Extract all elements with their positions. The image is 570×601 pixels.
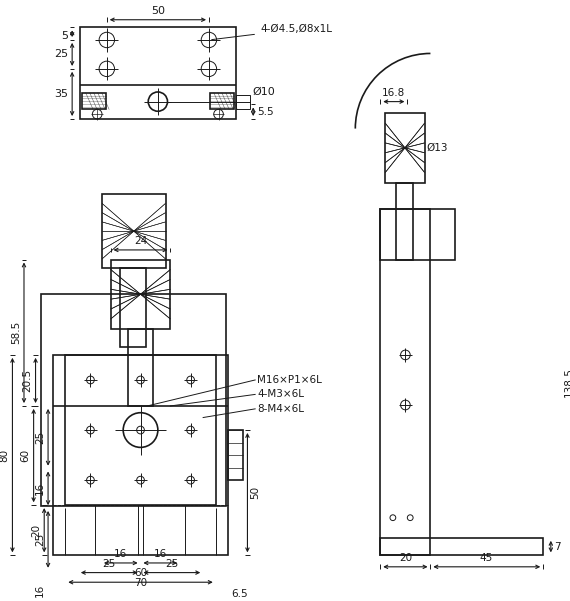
Text: 70: 70 xyxy=(134,578,147,588)
Text: 4-M3×6L: 4-M3×6L xyxy=(257,389,304,400)
Bar xyxy=(111,260,170,329)
Text: 16: 16 xyxy=(35,481,45,495)
Text: 16.8: 16.8 xyxy=(382,88,405,98)
Text: 5: 5 xyxy=(62,31,68,41)
Text: 24: 24 xyxy=(134,236,147,246)
Text: 25: 25 xyxy=(35,532,45,546)
Text: 16: 16 xyxy=(114,549,128,559)
Text: 5.5: 5.5 xyxy=(257,107,274,117)
Bar xyxy=(82,93,106,109)
Text: 20: 20 xyxy=(31,523,42,537)
Text: 50: 50 xyxy=(151,6,165,16)
Text: 4-Ø4.5,Ø8x1L: 4-Ø4.5,Ø8x1L xyxy=(211,24,332,40)
Bar xyxy=(66,355,215,505)
Text: 25: 25 xyxy=(35,431,45,444)
Text: 60: 60 xyxy=(134,569,147,578)
Text: 8-M4×6L: 8-M4×6L xyxy=(257,404,304,414)
Text: 58.5: 58.5 xyxy=(11,321,21,344)
Bar xyxy=(228,430,243,480)
Bar xyxy=(396,183,413,260)
Text: 16: 16 xyxy=(154,549,167,559)
Text: 16: 16 xyxy=(35,584,45,597)
Text: 80: 80 xyxy=(0,448,10,462)
Bar xyxy=(80,28,236,119)
Text: M16×P1×6L: M16×P1×6L xyxy=(257,375,322,385)
Text: 6.5: 6.5 xyxy=(231,589,248,599)
Bar xyxy=(380,209,455,260)
Bar xyxy=(53,355,228,555)
Bar xyxy=(128,329,153,406)
Text: 50: 50 xyxy=(250,486,260,499)
Bar xyxy=(42,294,226,506)
Text: 20: 20 xyxy=(399,553,412,563)
Text: 7: 7 xyxy=(553,542,560,552)
Bar xyxy=(380,209,430,555)
Bar xyxy=(385,113,425,183)
Bar xyxy=(236,95,250,109)
Text: 60: 60 xyxy=(21,449,31,462)
Text: 25: 25 xyxy=(103,559,116,569)
Bar xyxy=(120,268,146,347)
Text: 138.5: 138.5 xyxy=(563,367,570,397)
Bar xyxy=(102,194,165,268)
Text: 35: 35 xyxy=(54,89,68,99)
Text: 25: 25 xyxy=(165,559,178,569)
Text: Ø13: Ø13 xyxy=(426,143,448,153)
Text: 20.5: 20.5 xyxy=(23,369,32,392)
Text: Ø10: Ø10 xyxy=(253,87,275,97)
Text: 25: 25 xyxy=(54,49,68,59)
Bar xyxy=(380,538,543,555)
Text: 45: 45 xyxy=(480,553,493,563)
Bar xyxy=(210,93,234,109)
